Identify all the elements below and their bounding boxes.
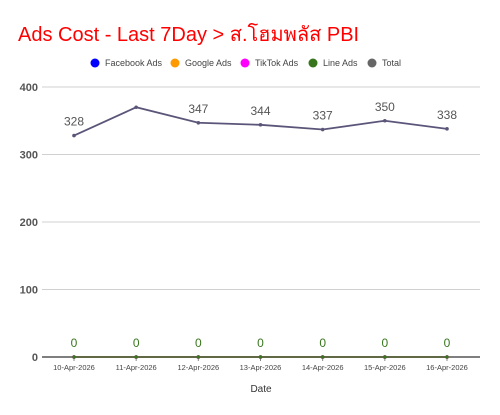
data-point bbox=[196, 120, 201, 125]
legend-marker bbox=[170, 58, 180, 68]
data-point bbox=[134, 105, 138, 110]
legend-marker bbox=[308, 58, 318, 68]
data-label: 344 bbox=[250, 104, 270, 118]
data-label: 328 bbox=[64, 115, 84, 129]
legend-label: Facebook Ads bbox=[105, 58, 163, 68]
data-label: 0 bbox=[444, 336, 451, 350]
data-label: 0 bbox=[381, 336, 388, 350]
x-tick-label: 13-Apr-2026 bbox=[240, 363, 282, 372]
y-tick-label: 0 bbox=[32, 352, 38, 364]
data-point bbox=[383, 118, 387, 123]
data-label: 0 bbox=[133, 336, 140, 350]
legend-marker bbox=[90, 58, 100, 68]
data-label: 350 bbox=[375, 100, 395, 114]
x-tick-label: 16-Apr-2026 bbox=[426, 363, 468, 372]
y-tick-label: 200 bbox=[20, 217, 38, 229]
y-tick-label: 300 bbox=[20, 150, 38, 162]
legend-label: TikTok Ads bbox=[255, 58, 299, 68]
data-point bbox=[320, 127, 325, 132]
data-point bbox=[72, 133, 76, 138]
data-point bbox=[258, 123, 263, 127]
chart-title: Ads Cost - Last 7Day > ส.โฮมพลัส PBI bbox=[18, 24, 360, 46]
data-point bbox=[196, 355, 201, 359]
legend-label: Total bbox=[382, 58, 401, 68]
legend-marker bbox=[240, 58, 250, 68]
data-label: 0 bbox=[257, 336, 264, 350]
x-axis-title: Date bbox=[250, 384, 272, 395]
x-tick-label: 12-Apr-2026 bbox=[177, 363, 219, 372]
data-label: 0 bbox=[71, 336, 78, 350]
data-point bbox=[258, 355, 263, 359]
data-point bbox=[320, 355, 325, 359]
data-point bbox=[445, 355, 449, 359]
legend-label: Google Ads bbox=[185, 58, 232, 68]
data-point bbox=[72, 355, 76, 359]
data-point bbox=[134, 355, 138, 359]
data-point bbox=[383, 355, 387, 359]
y-tick-label: 100 bbox=[20, 285, 38, 297]
y-tick-label: 400 bbox=[20, 82, 38, 94]
legend-marker bbox=[367, 58, 377, 68]
data-label: 0 bbox=[195, 336, 202, 350]
data-label: 347 bbox=[188, 102, 208, 116]
x-tick-label: 11-Apr-2026 bbox=[116, 363, 157, 372]
data-label: 0 bbox=[319, 336, 326, 350]
x-tick-label: 15-Apr-2026 bbox=[364, 363, 406, 372]
x-tick-label: 14-Apr-2026 bbox=[302, 363, 344, 372]
data-point bbox=[445, 127, 449, 131]
data-label: 337 bbox=[313, 109, 333, 123]
x-tick-label: 10-Apr-2026 bbox=[53, 363, 95, 372]
legend-label: Line Ads bbox=[323, 58, 358, 68]
data-label: 338 bbox=[437, 108, 457, 122]
